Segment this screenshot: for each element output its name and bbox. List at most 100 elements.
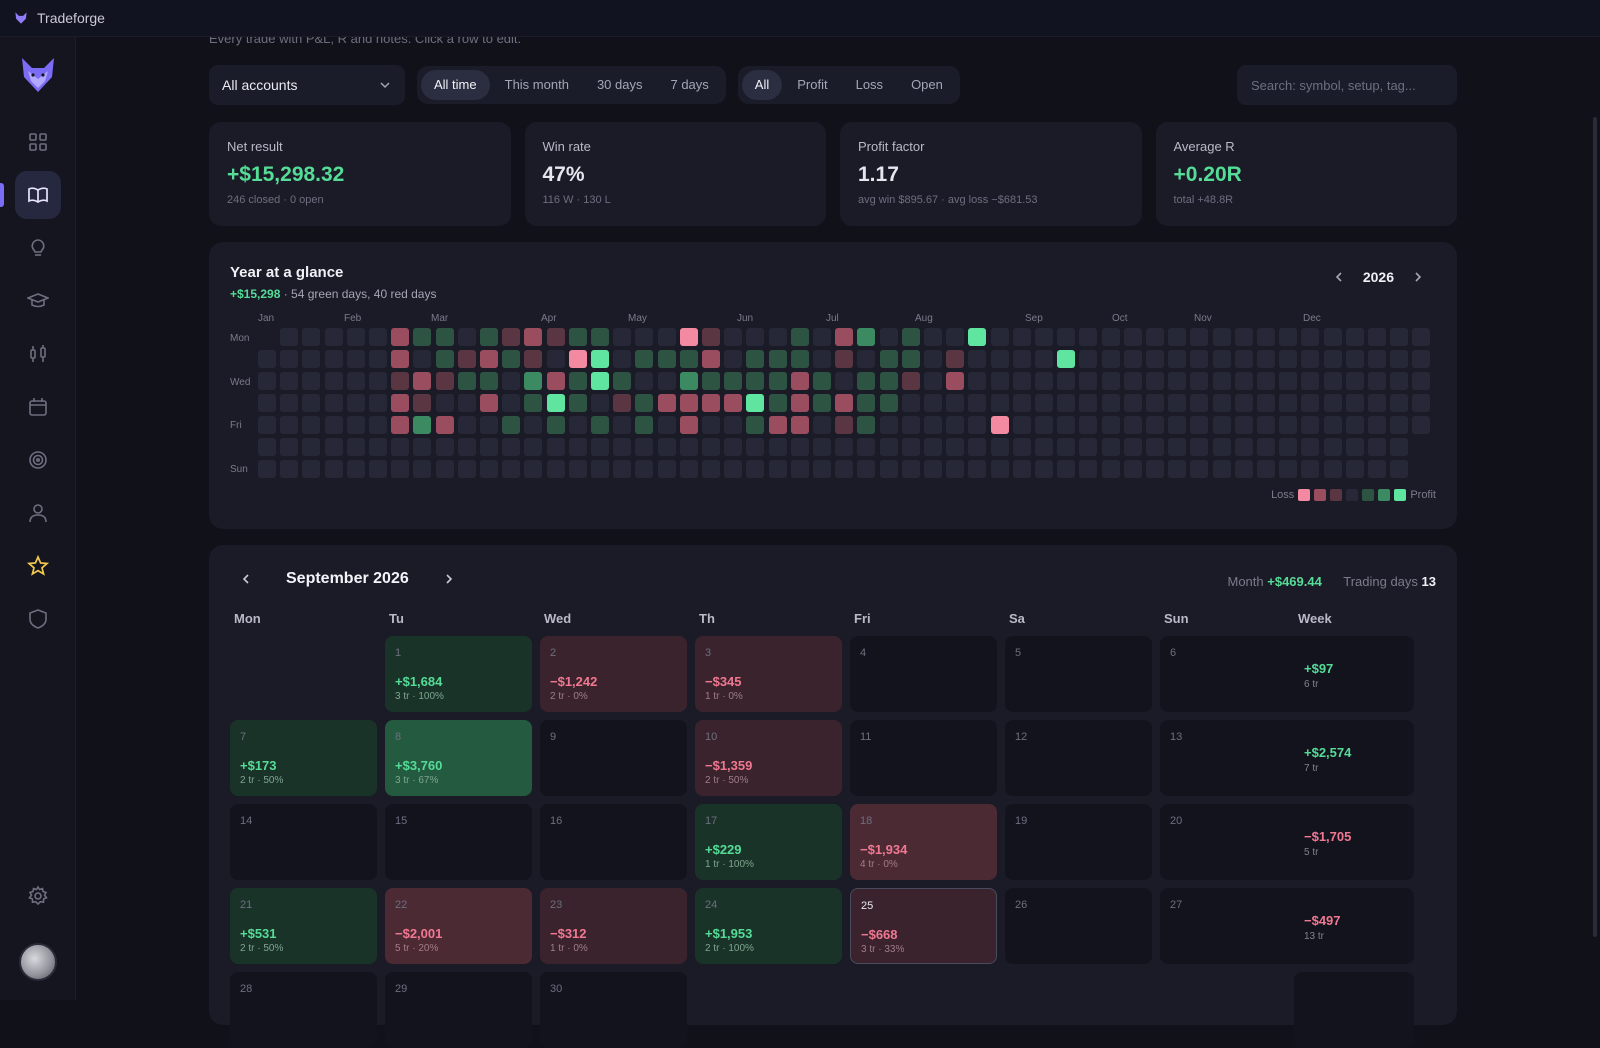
calendar-day-cell[interactable]: 28: [230, 972, 377, 1048]
heatmap-day-cell[interactable]: [1390, 460, 1409, 478]
heatmap-day-cell[interactable]: [746, 460, 765, 478]
heatmap-day-cell[interactable]: [1279, 438, 1298, 456]
heatmap-day-cell[interactable]: [302, 394, 321, 412]
heatmap-day-cell[interactable]: [369, 372, 387, 390]
heatmap-day-cell[interactable]: [1279, 460, 1298, 478]
heatmap-day-cell[interactable]: [324, 328, 343, 346]
heatmap-day-cell[interactable]: [568, 416, 587, 434]
heatmap-day-cell[interactable]: [369, 416, 387, 434]
heatmap-day-cell[interactable]: [924, 328, 942, 346]
heatmap-day-cell[interactable]: [457, 328, 476, 346]
heatmap-day-cell[interactable]: [502, 328, 521, 346]
heatmap-day-cell[interactable]: [1035, 460, 1053, 478]
heatmap-day-cell[interactable]: [635, 438, 654, 456]
heatmap-day-cell[interactable]: [679, 328, 698, 346]
heatmap-day-cell[interactable]: [1101, 394, 1120, 412]
nav-calendar[interactable]: [0, 383, 76, 431]
calendar-day-cell[interactable]: 14: [230, 804, 377, 880]
heatmap-day-cell[interactable]: [679, 394, 698, 412]
heatmap-day-cell[interactable]: [724, 460, 743, 478]
heatmap-day-cell[interactable]: [1190, 350, 1209, 368]
heatmap-day-cell[interactable]: [435, 350, 454, 368]
heatmap-day-cell[interactable]: [1035, 350, 1053, 368]
heatmap-day-cell[interactable]: [591, 372, 609, 390]
heatmap-day-cell[interactable]: [1368, 372, 1386, 390]
heatmap-day-cell[interactable]: [857, 460, 876, 478]
nav-learn[interactable]: [0, 277, 76, 325]
heatmap-day-cell[interactable]: [1012, 460, 1031, 478]
calendar-day-cell[interactable]: 27: [1160, 888, 1307, 964]
heatmap-day-cell[interactable]: [746, 328, 765, 346]
heatmap-day-cell[interactable]: [1257, 416, 1275, 434]
heatmap-day-cell[interactable]: [1035, 328, 1053, 346]
heatmap-day-cell[interactable]: [346, 416, 365, 434]
heatmap-day-cell[interactable]: [1345, 328, 1364, 346]
heatmap-day-cell[interactable]: [879, 328, 898, 346]
heatmap-day-cell[interactable]: [457, 394, 476, 412]
calendar-day-cell[interactable]: 5: [1005, 636, 1152, 712]
heatmap-day-cell[interactable]: [568, 350, 587, 368]
heatmap-day-cell[interactable]: [324, 394, 343, 412]
heatmap-day-cell[interactable]: [968, 372, 987, 390]
heatmap-day-cell[interactable]: [1257, 372, 1275, 390]
heatmap-day-cell[interactable]: [1368, 328, 1386, 346]
chevron-left-icon[interactable]: [1333, 271, 1345, 283]
nav-insights[interactable]: [0, 224, 76, 272]
heatmap-day-cell[interactable]: [1390, 372, 1409, 390]
heatmap-day-cell[interactable]: [1035, 416, 1053, 434]
period-30-days[interactable]: 30 days: [596, 77, 643, 92]
heatmap-day-cell[interactable]: [1101, 328, 1120, 346]
heatmap-day-cell[interactable]: [835, 328, 854, 346]
heatmap-day-cell[interactable]: [1012, 372, 1031, 390]
nav-profile[interactable]: [0, 489, 76, 537]
calendar-day-cell[interactable]: 2 −$1,242 2 tr · 0%: [540, 636, 687, 712]
heatmap-day-cell[interactable]: [1146, 438, 1164, 456]
heatmap-day-cell[interactable]: [591, 394, 609, 412]
heatmap-day-cell[interactable]: [790, 416, 809, 434]
heatmap-day-cell[interactable]: [768, 438, 787, 456]
heatmap-day-cell[interactable]: [1234, 394, 1253, 412]
heatmap-day-cell[interactable]: [258, 350, 276, 368]
heatmap-day-cell[interactable]: [1146, 372, 1164, 390]
heatmap-day-cell[interactable]: [635, 350, 654, 368]
heatmap-day-cell[interactable]: [657, 438, 676, 456]
heatmap-day-cell[interactable]: [591, 460, 609, 478]
heatmap-day-cell[interactable]: [724, 416, 743, 434]
heatmap-day-cell[interactable]: [413, 372, 432, 390]
heatmap-day-cell[interactable]: [613, 350, 632, 368]
heatmap-day-cell[interactable]: [790, 372, 809, 390]
heatmap-day-cell[interactable]: [502, 350, 521, 368]
calendar-day-cell[interactable]: 16: [540, 804, 687, 880]
heatmap-day-cell[interactable]: [1190, 372, 1209, 390]
heatmap-day-cell[interactable]: [790, 328, 809, 346]
heatmap-day-cell[interactable]: [1301, 438, 1320, 456]
heatmap-day-cell[interactable]: [924, 350, 942, 368]
heatmap-day-cell[interactable]: [591, 350, 609, 368]
calendar-day-cell[interactable]: 25 −$668 3 tr · 33%: [850, 888, 997, 964]
heatmap-day-cell[interactable]: [1123, 416, 1142, 434]
calendar-day-cell[interactable]: 8 +$3,760 3 tr · 67%: [385, 720, 532, 796]
heatmap-day-cell[interactable]: [768, 416, 787, 434]
heatmap-day-cell[interactable]: [901, 328, 920, 346]
heatmap-day-cell[interactable]: [1190, 328, 1209, 346]
heatmap-day-cell[interactable]: [391, 394, 410, 412]
heatmap-day-cell[interactable]: [1301, 460, 1320, 478]
heatmap-day-cell[interactable]: [613, 328, 632, 346]
heatmap-day-cell[interactable]: [524, 438, 543, 456]
heatmap-day-cell[interactable]: [258, 438, 276, 456]
heatmap-day-cell[interactable]: [901, 350, 920, 368]
heatmap-day-cell[interactable]: [1323, 372, 1342, 390]
heatmap-day-cell[interactable]: [724, 328, 743, 346]
heatmap-day-cell[interactable]: [280, 372, 299, 390]
heatmap-day-cell[interactable]: [502, 438, 521, 456]
heatmap-day-cell[interactable]: [302, 350, 321, 368]
heatmap-day-cell[interactable]: [657, 350, 676, 368]
heatmap-day-cell[interactable]: [568, 394, 587, 412]
heatmap-day-cell[interactable]: [324, 460, 343, 478]
heatmap-day-cell[interactable]: [1057, 394, 1076, 412]
heatmap-day-cell[interactable]: [435, 328, 454, 346]
heatmap-day-cell[interactable]: [1390, 350, 1409, 368]
outcome-all[interactable]: All: [741, 70, 783, 100]
heatmap-day-cell[interactable]: [1168, 438, 1187, 456]
heatmap-day-cell[interactable]: [790, 460, 809, 478]
